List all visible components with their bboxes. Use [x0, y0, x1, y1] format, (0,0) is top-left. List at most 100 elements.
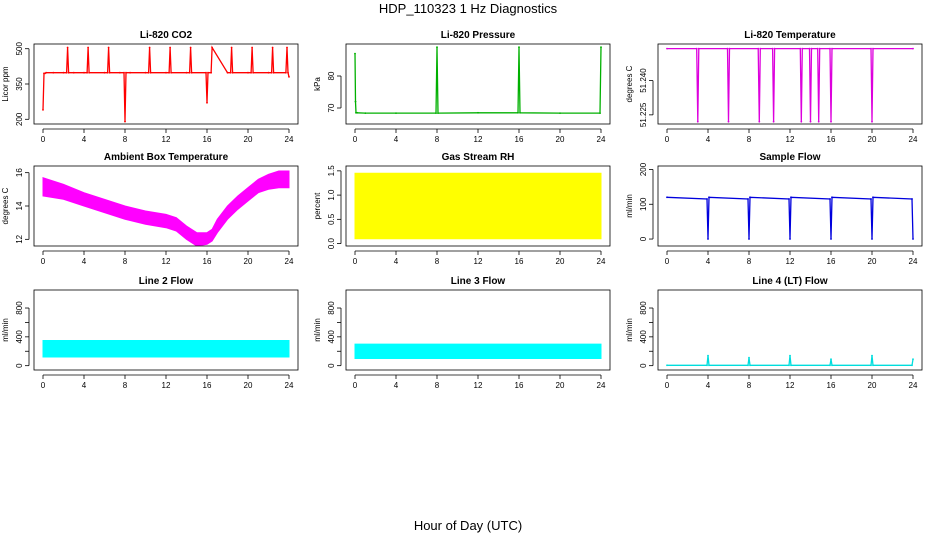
x-tick-label: 12	[162, 135, 171, 144]
data-point	[831, 364, 833, 367]
y-tick-label: 400	[15, 330, 24, 344]
data-point	[772, 120, 775, 123]
data-point	[354, 100, 357, 103]
data-point	[818, 47, 821, 50]
panel-title: Line 2 Flow	[139, 276, 194, 287]
data-point	[706, 364, 708, 367]
data-point	[517, 111, 519, 114]
x-tick-label: 20	[868, 135, 877, 144]
x-tick-label: 16	[203, 381, 212, 390]
data-point	[42, 109, 44, 111]
plot-frame	[657, 165, 923, 247]
data-point	[749, 196, 751, 199]
data-layer	[354, 172, 602, 240]
data-point	[817, 120, 820, 123]
x-tick-label: 8	[435, 381, 440, 390]
data-point	[831, 196, 833, 199]
x-tick-label: 4	[394, 257, 399, 266]
data-point	[757, 47, 760, 50]
x-tick-label: 16	[827, 135, 836, 144]
x-tick-label: 8	[435, 257, 440, 266]
data-point	[285, 71, 287, 74]
panel-title: Li-820 Pressure	[441, 30, 516, 41]
panel-line-2-flow: Line 2 Flow ml/min 0 4 8 12 16 20 24 0 400 800	[1, 276, 299, 390]
data-series	[667, 355, 914, 366]
data-point	[190, 71, 193, 74]
plot-frame	[33, 165, 299, 247]
data-point	[185, 71, 188, 74]
data-point	[207, 71, 209, 74]
y-tick-label: 350	[15, 77, 24, 91]
x-tick-label: 16	[515, 135, 524, 144]
data-point	[477, 111, 479, 114]
x-tick-label: 12	[786, 257, 795, 266]
data-point	[708, 364, 710, 367]
y-axis-label: degrees C	[1, 187, 10, 224]
data-band	[354, 343, 602, 359]
data-point	[707, 354, 709, 357]
data-point	[251, 46, 254, 49]
x-tick-label: 8	[123, 257, 128, 266]
data-point	[88, 71, 90, 74]
data-point	[119, 71, 121, 74]
data-band	[42, 170, 290, 246]
data-point	[437, 112, 439, 114]
x-tick-label: 0	[41, 135, 46, 144]
x-tick-label: 0	[41, 257, 46, 266]
data-point	[272, 71, 275, 74]
panel-line-3-flow: Line 3 Flow ml/min 0 4 8 12 16 20 24 0 400 800	[313, 276, 611, 390]
data-layer	[354, 343, 602, 359]
data-point	[229, 71, 232, 74]
x-tick-label: 12	[786, 381, 795, 390]
data-point	[727, 120, 730, 123]
data-point	[66, 46, 69, 49]
y-tick-label: 51.225	[639, 102, 648, 127]
x-tick-label: 24	[285, 257, 294, 266]
x-tick-label: 20	[868, 381, 877, 390]
data-series	[666, 196, 914, 240]
data-point	[870, 47, 872, 50]
data-point	[72, 71, 75, 74]
data-point	[247, 71, 249, 74]
data-point	[872, 364, 874, 367]
data-point	[87, 46, 89, 49]
x-tick-label: 24	[597, 135, 606, 144]
page-title: HDP_110323 1 Hz Diagnostics	[378, 1, 558, 16]
panel-li-820-temperature: Li-820 Temperature degrees C 0 4 8 12 16 20 24 51…	[625, 30, 923, 144]
x-tick-label: 24	[597, 381, 606, 390]
data-point	[107, 46, 110, 49]
y-axis-label: Licor ppm	[1, 66, 10, 101]
panel-title: Ambient Box Temperature	[104, 152, 229, 163]
data-point	[435, 112, 437, 114]
x-tick-label: 4	[394, 381, 399, 390]
y-axis-label: ml/min	[1, 318, 10, 342]
data-point	[106, 71, 109, 74]
x-tick-label: 24	[909, 135, 918, 144]
data-point	[912, 47, 914, 50]
x-tick-label: 8	[123, 135, 128, 144]
x-tick-label: 0	[665, 135, 670, 144]
data-point	[231, 71, 234, 74]
panel-title: Gas Stream RH	[442, 152, 515, 163]
data-point	[364, 112, 367, 114]
x-tick-label: 20	[556, 381, 565, 390]
data-point	[123, 71, 125, 74]
data-point	[706, 198, 708, 200]
data-point	[599, 112, 601, 114]
data-point	[286, 46, 288, 49]
data-point	[790, 196, 792, 199]
data-point	[872, 196, 874, 199]
data-band	[354, 172, 602, 240]
y-tick-label: 0.5	[327, 213, 336, 225]
data-point	[748, 238, 750, 240]
data-point	[65, 71, 68, 74]
x-tick-label: 24	[285, 381, 294, 390]
x-tick-label: 4	[706, 381, 711, 390]
data-point	[252, 71, 255, 74]
data-point	[436, 46, 438, 49]
x-tick-label: 20	[556, 257, 565, 266]
y-tick-label: 800	[15, 301, 24, 315]
panel-title: Li-820 Temperature	[744, 30, 836, 41]
data-point	[697, 47, 700, 50]
y-tick-label: 14	[15, 201, 24, 210]
